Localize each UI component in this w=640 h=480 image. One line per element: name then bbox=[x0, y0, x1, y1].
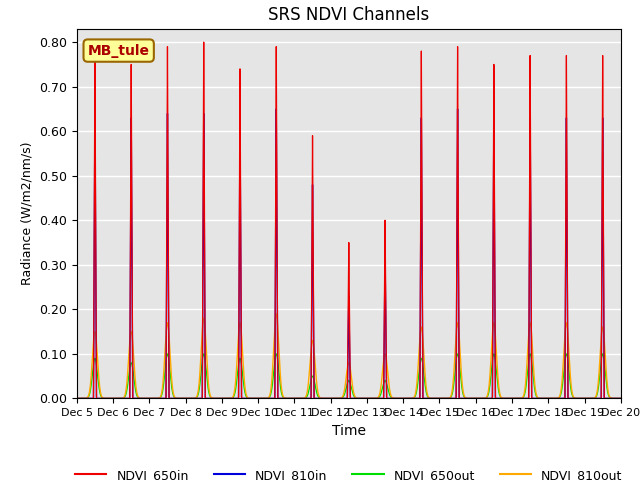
NDVI_810in bbox=[484, 396, 492, 401]
NDVI_810out bbox=[273, 311, 280, 317]
Legend: NDVI_650in, NDVI_810in, NDVI_650out, NDVI_810out: NDVI_650in, NDVI_810in, NDVI_650out, NDV… bbox=[70, 464, 628, 480]
NDVI_650out bbox=[160, 378, 168, 384]
Line: NDVI_650in: NDVI_650in bbox=[77, 42, 621, 398]
NDVI_650in bbox=[484, 396, 492, 401]
NDVI_650in bbox=[449, 396, 456, 401]
Text: MB_tule: MB_tule bbox=[88, 44, 150, 58]
NDVI_810in bbox=[243, 396, 251, 401]
NDVI_810in bbox=[73, 396, 81, 401]
NDVI_810out bbox=[618, 396, 625, 401]
NDVI_650in bbox=[243, 396, 251, 401]
NDVI_650in bbox=[618, 396, 625, 401]
NDVI_810out bbox=[73, 396, 81, 401]
Title: SRS NDVI Channels: SRS NDVI Channels bbox=[268, 6, 429, 24]
Line: NDVI_650out: NDVI_650out bbox=[77, 354, 621, 398]
NDVI_810in bbox=[160, 396, 168, 401]
NDVI_650out bbox=[73, 396, 81, 401]
Line: NDVI_810out: NDVI_810out bbox=[77, 314, 621, 398]
NDVI_650in bbox=[241, 396, 248, 401]
NDVI_810in bbox=[618, 396, 625, 401]
NDVI_650out bbox=[618, 396, 625, 401]
NDVI_650out bbox=[241, 388, 248, 394]
Line: NDVI_810in: NDVI_810in bbox=[77, 109, 621, 398]
NDVI_810out bbox=[160, 365, 168, 371]
Y-axis label: Radiance (W/m2/nm/s): Radiance (W/m2/nm/s) bbox=[20, 142, 33, 285]
NDVI_810out bbox=[243, 394, 251, 400]
NDVI_650out bbox=[449, 391, 456, 396]
NDVI_650out bbox=[152, 396, 160, 401]
NDVI_810in bbox=[152, 396, 160, 401]
NDVI_810out bbox=[484, 388, 492, 394]
NDVI_810out bbox=[449, 387, 456, 393]
NDVI_650in bbox=[152, 396, 160, 401]
X-axis label: Time: Time bbox=[332, 424, 366, 438]
NDVI_650out bbox=[243, 395, 251, 400]
NDVI_650in bbox=[160, 396, 168, 401]
NDVI_650in bbox=[200, 39, 207, 45]
NDVI_810in bbox=[449, 396, 456, 401]
NDVI_650in bbox=[73, 396, 81, 401]
NDVI_810out bbox=[241, 381, 248, 386]
NDVI_650out bbox=[484, 391, 492, 397]
NDVI_810in bbox=[273, 106, 280, 112]
NDVI_810in bbox=[241, 396, 248, 401]
NDVI_810out bbox=[152, 396, 160, 401]
NDVI_650out bbox=[164, 351, 172, 357]
